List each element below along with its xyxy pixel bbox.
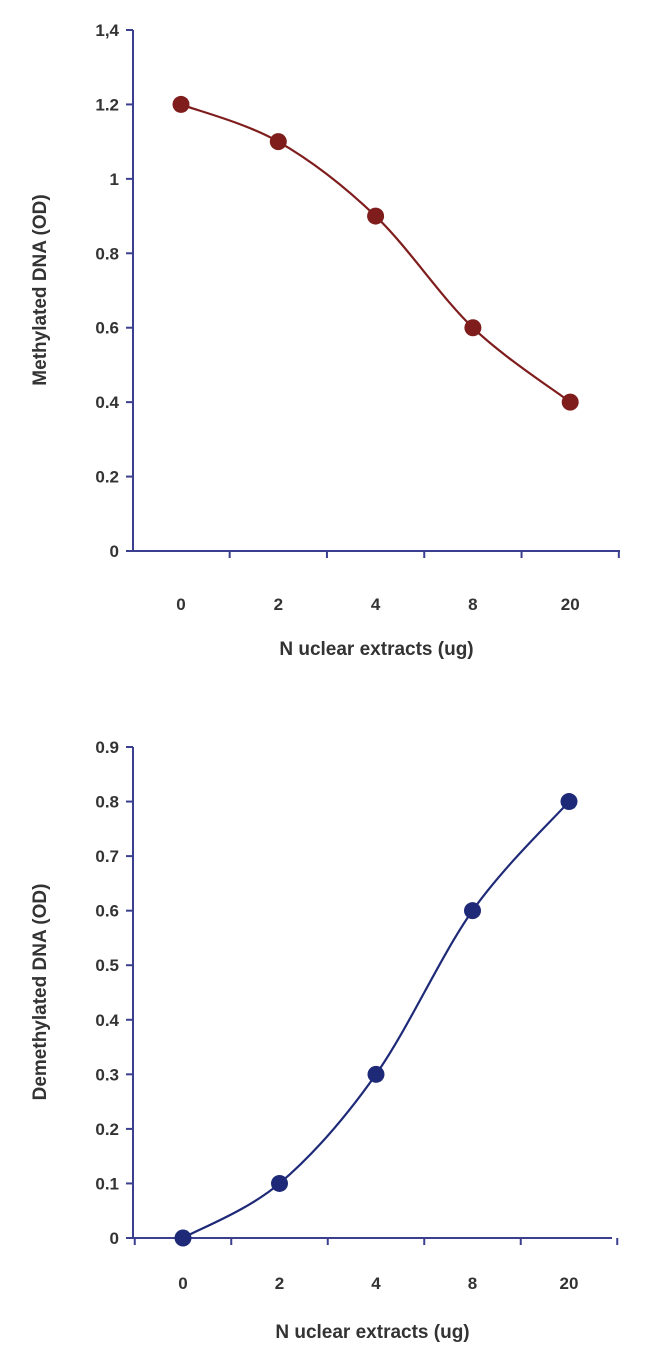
data-point (561, 393, 579, 411)
series-line (180, 103, 571, 404)
x-tick-label: 4 (371, 1274, 381, 1293)
y-axis-title: Methylated DNA (OD) (30, 194, 51, 385)
y-tick-label: 0.5 (95, 956, 119, 975)
y-tick-label: 0.8 (95, 244, 119, 263)
x-axis-title: N uclear extracts (ug) (279, 639, 473, 660)
chart-methylated-dna: 0 0.2 0.4 0.6 0.8 1 1.2 1,4 0 2 4 8 20 N uclear extra… (30, 21, 620, 660)
x-tick-label: 8 (468, 1274, 477, 1293)
y-tick-label: 0.1 (95, 1174, 119, 1193)
y-tick-label: 0 (110, 542, 119, 561)
data-point (269, 133, 287, 151)
y-tick-label: 0 (110, 1229, 119, 1248)
y-tick-label: 0.2 (95, 1120, 119, 1139)
data-point (174, 1229, 192, 1247)
data-point (271, 1174, 288, 1192)
x-tick-label: 0 (176, 595, 185, 614)
x-tick-label: 4 (371, 595, 381, 614)
y-tick-label: 0.3 (95, 1065, 119, 1084)
y-tick-label: 0.6 (95, 319, 119, 338)
y-axis-title: Demethylated DNA (OD) (30, 884, 51, 1101)
data-point (367, 207, 385, 225)
chart-demethylated-dna: 0 0.1 0.2 0.3 0.4 0.5 0.6 0.7 0.8 0.9 0 2 4 8 20 N ucle… (30, 738, 619, 1343)
y-tick-label: 0.6 (95, 902, 119, 921)
data-point (367, 1065, 385, 1083)
y-tick-label: 0.9 (95, 738, 119, 757)
data-point (172, 95, 190, 113)
x-tick-label: 8 (468, 595, 477, 614)
y-tick-label: 1,4 (95, 21, 119, 40)
y-tick-label: 0.8 (95, 793, 119, 812)
data-point (464, 902, 481, 920)
x-tick-label: 20 (561, 595, 580, 614)
y-tick-label: 1 (110, 170, 119, 189)
x-axis-title: N uclear extracts (ug) (275, 1322, 469, 1343)
y-tick-label: 0.4 (95, 1011, 119, 1030)
x-tick-label: 20 (560, 1274, 579, 1293)
x-tick-label: 2 (275, 1274, 284, 1293)
data-point (464, 319, 482, 337)
y-tick-label: 0.2 (95, 468, 119, 487)
series-line (182, 800, 570, 1239)
x-tick-label: 0 (178, 1274, 187, 1293)
y-tick-label: 0.4 (95, 393, 119, 412)
y-tick-label: 1.2 (95, 95, 119, 114)
data-point (560, 793, 578, 811)
x-tick-label: 2 (274, 595, 283, 614)
y-tick-label: 0.7 (95, 847, 119, 866)
